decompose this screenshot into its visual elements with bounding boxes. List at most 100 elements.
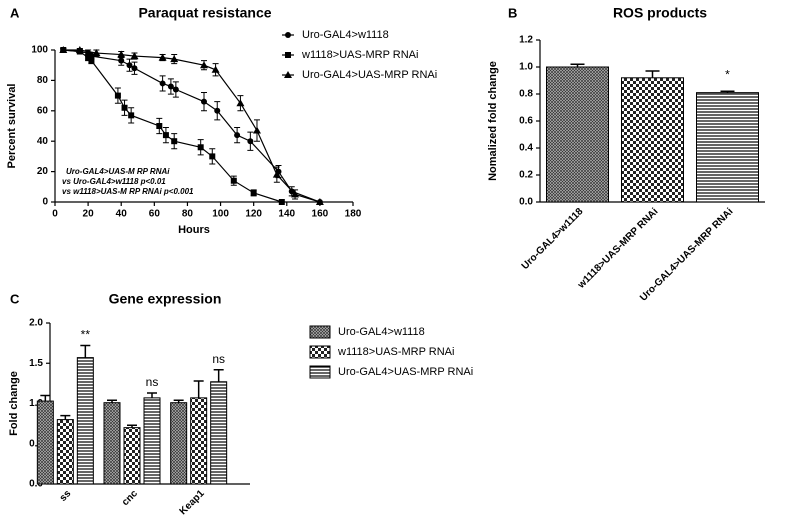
marker — [88, 57, 95, 64]
bar — [210, 381, 228, 485]
legend-label: Uro-GAL4>w1118 — [338, 326, 425, 338]
x-tick-label: 180 — [345, 209, 362, 220]
y-tick-label: 1.0 — [519, 62, 533, 73]
category-label: ss — [58, 488, 74, 504]
marker — [170, 55, 179, 63]
marker — [172, 86, 179, 93]
y-tick-label: 0.8 — [519, 89, 533, 100]
category-label: Keap1 — [178, 488, 207, 517]
y-axis-label: Fold change — [8, 371, 20, 436]
significance: ** — [81, 328, 91, 342]
marker — [162, 132, 169, 139]
legend-marker — [284, 71, 292, 78]
chart-title: Paraquat resistance — [138, 5, 271, 21]
marker — [130, 52, 139, 60]
marker — [156, 123, 163, 129]
y-axis-label: Percent survival — [6, 84, 18, 169]
x-tick-label: 160 — [312, 209, 329, 220]
bar — [546, 66, 609, 203]
marker — [247, 138, 254, 145]
y-tick-label: 80 — [37, 75, 49, 86]
x-tick-label: 80 — [182, 209, 194, 220]
bar — [103, 402, 121, 485]
bar — [76, 357, 94, 485]
error-bar — [213, 368, 224, 382]
bar — [170, 402, 188, 485]
y-tick-label: 100 — [31, 45, 48, 56]
error-bar — [193, 380, 204, 398]
series-line — [63, 49, 321, 203]
bar — [123, 427, 141, 485]
y-tick-label: 0 — [42, 197, 48, 208]
bar — [696, 92, 759, 203]
marker — [75, 46, 84, 53]
x-tick-label: 120 — [245, 209, 262, 220]
panel-label: A — [10, 5, 20, 20]
marker — [250, 189, 257, 196]
marker — [159, 80, 166, 87]
marker — [167, 83, 174, 90]
error-bar — [40, 394, 51, 402]
marker — [114, 92, 121, 99]
marker — [158, 53, 167, 61]
panel-label: C — [10, 291, 20, 306]
bar — [143, 397, 161, 485]
marker — [272, 170, 281, 178]
significance: * — [725, 67, 730, 81]
error-bar — [80, 344, 91, 358]
y-tick-label: 60 — [37, 105, 49, 116]
marker — [291, 190, 300, 198]
y-tick-label: 0.2 — [519, 170, 533, 181]
y-tick-label: 0.0 — [519, 197, 533, 208]
legend-label: w1118>UAS-MRP RNAi — [301, 49, 418, 61]
x-tick-label: 100 — [212, 209, 229, 220]
marker — [200, 61, 208, 69]
significance: ns — [212, 352, 225, 366]
marker — [252, 126, 261, 134]
legend-marker — [285, 52, 291, 58]
x-tick-label: 140 — [278, 209, 295, 220]
panel-label: B — [508, 5, 517, 20]
marker — [211, 65, 220, 73]
y-tick-label: 40 — [37, 136, 49, 147]
x-tick-label: 60 — [149, 209, 161, 220]
chart-title: ROS products — [613, 5, 707, 21]
annotation: vs w1118>UAS-M RP RNAi p<0.001 — [62, 187, 194, 196]
marker — [209, 153, 216, 160]
x-tick-label: 40 — [116, 209, 128, 220]
marker — [236, 99, 245, 107]
annotation: Uro-GAL4>UAS-M RP RNAi — [66, 167, 170, 176]
marker — [92, 49, 101, 57]
marker — [214, 107, 221, 114]
marker — [278, 199, 285, 205]
legend-label: Uro-GAL4>UAS-MRP RNAi — [338, 366, 473, 378]
marker — [121, 104, 128, 111]
y-tick-label: 0.5 — [29, 438, 43, 449]
x-axis-label: Hours — [178, 224, 210, 236]
marker — [118, 57, 125, 64]
marker — [85, 54, 92, 61]
y-tick-label: 0.4 — [519, 143, 533, 154]
y-axis-label: Nomalized fold change — [487, 61, 499, 181]
legend-marker — [285, 32, 291, 38]
marker — [230, 177, 237, 184]
x-tick-label: 20 — [83, 209, 95, 220]
category-label: cnc — [120, 488, 140, 508]
marker — [201, 98, 207, 105]
y-tick-label: 1.0 — [29, 398, 43, 409]
legend-label: Uro-GAL4>w1118 — [302, 29, 389, 41]
legend-label: w1118>UAS-MRP RNAi — [337, 346, 454, 358]
bar — [36, 400, 54, 485]
bar — [621, 77, 684, 203]
legend-swatch — [309, 325, 331, 339]
bar — [190, 397, 208, 485]
y-tick-label: 0.6 — [519, 116, 533, 127]
marker — [59, 46, 68, 53]
legend-swatch — [309, 365, 331, 379]
chart-title: Gene expression — [109, 291, 222, 307]
x-tick-label: 0 — [52, 209, 58, 220]
error-bar — [60, 414, 71, 420]
y-tick-label: 20 — [37, 166, 49, 177]
legend-label: Uro-GAL4>UAS-MRP RNAi — [302, 69, 437, 81]
